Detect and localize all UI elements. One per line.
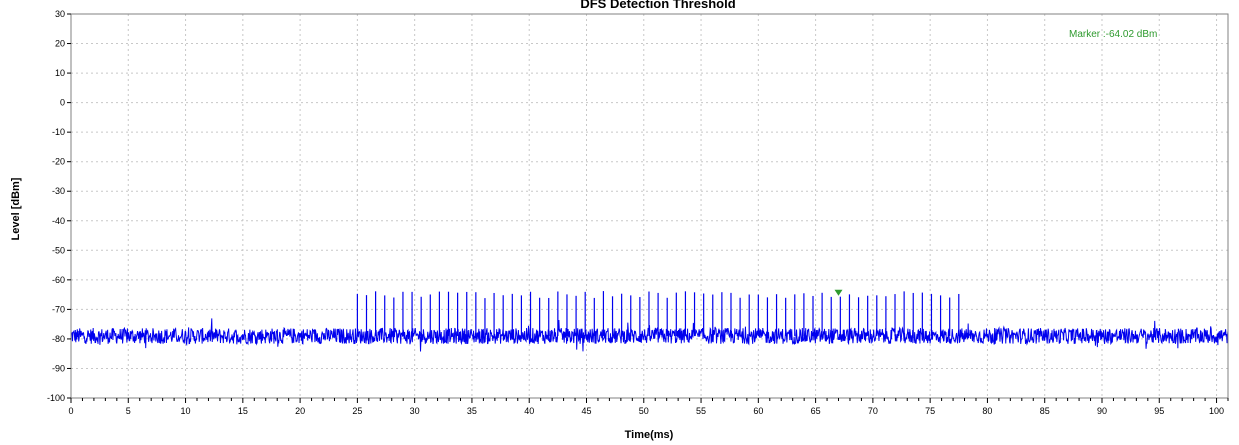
x-tick-label: 85 (1040, 406, 1050, 416)
y-tick-label: -20 (52, 157, 65, 167)
y-tick-label: 30 (55, 9, 65, 19)
x-tick-label: 75 (925, 406, 935, 416)
marker-icon (834, 289, 843, 296)
x-tick-label: 10 (181, 406, 191, 416)
x-tick-label: 55 (696, 406, 706, 416)
y-tick-label: -50 (52, 245, 65, 255)
chart-title: DFS Detection Threshold (580, 0, 735, 11)
y-tick-label: -90 (52, 363, 65, 373)
x-tick-label: 70 (868, 406, 878, 416)
x-tick-label: 20 (295, 406, 305, 416)
x-tick-label: 40 (524, 406, 534, 416)
x-tick-label: 90 (1097, 406, 1107, 416)
x-tick-label: 80 (982, 406, 992, 416)
y-tick-label: 0 (60, 98, 65, 108)
x-tick-label: 45 (581, 406, 591, 416)
y-tick-label: 10 (55, 68, 65, 78)
x-tick-label: 30 (410, 406, 420, 416)
grid-lines (71, 14, 1228, 398)
y-tick-label: -40 (52, 216, 65, 226)
x-tick-label: 35 (467, 406, 477, 416)
plot-frame (70, 13, 1229, 399)
y-tick-label: -30 (52, 186, 65, 196)
y-tick-label: -10 (52, 127, 65, 137)
x-tick-label: 65 (811, 406, 821, 416)
x-tick-label: 50 (639, 406, 649, 416)
x-tick-label: 95 (1154, 406, 1164, 416)
x-tick-label: 60 (753, 406, 763, 416)
x-tick-label: 0 (68, 406, 73, 416)
x-tick-label: 15 (238, 406, 248, 416)
y-axis-label: Level [dBm] (10, 177, 22, 240)
x-tick-label: 5 (126, 406, 131, 416)
y-tick-label: 20 (55, 39, 65, 49)
x-tick-label: 25 (352, 406, 362, 416)
x-axis-label: Time(ms) (625, 429, 674, 441)
y-tick-label: -70 (52, 304, 65, 314)
y-tick-label: -100 (47, 393, 65, 403)
marker-readout: Marker :-64.02 dBm (1069, 29, 1157, 40)
y-tick-label: -80 (52, 334, 65, 344)
x-tick-label: 100 (1209, 406, 1224, 416)
trace-group (70, 291, 1229, 352)
y-tick-label: -60 (52, 275, 65, 285)
marker-group (834, 289, 843, 296)
